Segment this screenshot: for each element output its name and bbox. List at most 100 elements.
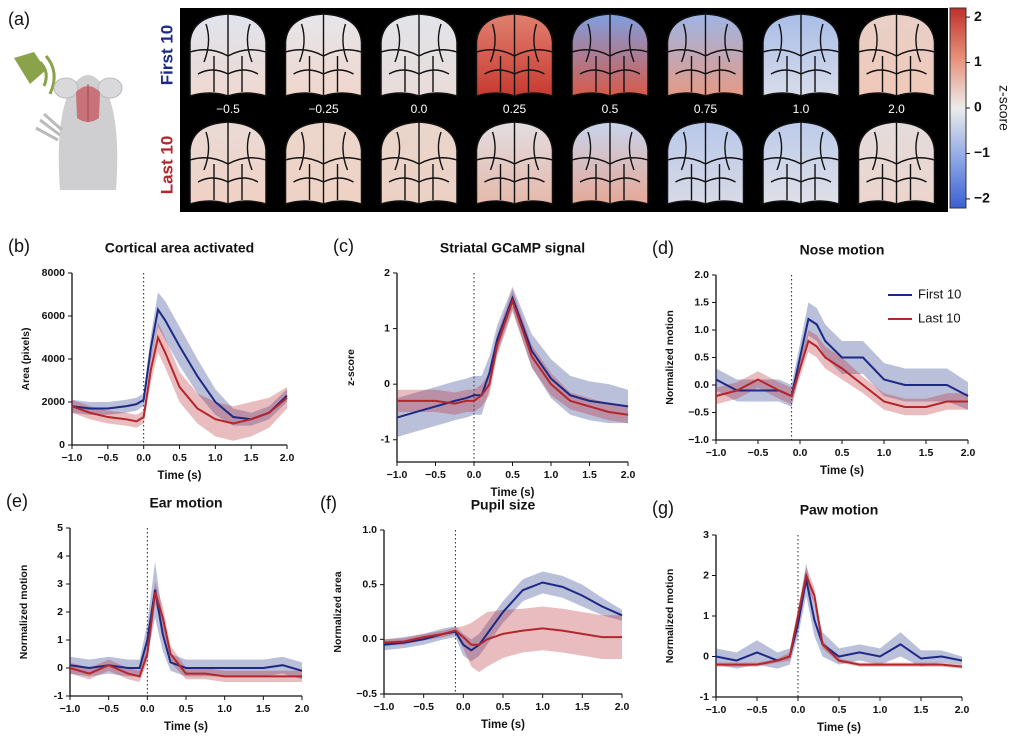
x-tick-label: −1.0 — [62, 452, 83, 464]
colorbar-tick-label: −2 — [974, 190, 990, 206]
y-tick-label: 1 — [384, 322, 390, 334]
x-tick-label: 0.0 — [456, 701, 471, 713]
x-tick-label: −0.5 — [98, 703, 119, 715]
legend-label: Last 10 — [918, 310, 961, 325]
x-tick-label: 0.0 — [467, 469, 482, 481]
brain-borders — [189, 122, 267, 204]
brain-map — [857, 121, 936, 206]
panel-label: (f) — [320, 493, 337, 513]
x-tick-label: −0.5 — [425, 469, 446, 481]
time-label: 2.0 — [888, 102, 905, 116]
series-line — [383, 581, 623, 652]
brain-map — [380, 121, 458, 206]
y-tick-label: 2000 — [42, 396, 66, 408]
x-tick-label: 2.0 — [961, 447, 976, 459]
x-tick-label: 0.5 — [172, 452, 187, 464]
y-tick-label: 1.5 — [694, 296, 709, 308]
brain-borders — [189, 14, 267, 96]
series-line — [715, 339, 968, 408]
x-tick-label: 1.5 — [582, 469, 597, 481]
x-tick-label: 2.0 — [955, 704, 970, 716]
brain-map — [475, 121, 554, 206]
colorbar-label: z-score — [996, 85, 1012, 131]
legend-label: First 10 — [918, 286, 961, 301]
y-tick-label: 5 — [57, 522, 63, 534]
y-tick-label: -1 — [700, 691, 709, 703]
y-axis-label: Normalized motion — [664, 569, 676, 664]
x-axis-label: Time (s) — [820, 465, 864, 477]
brain-map — [666, 13, 745, 98]
brain-map — [762, 121, 840, 206]
brain-borders — [380, 14, 458, 96]
chart-title: Cortical area activated — [105, 240, 254, 256]
x-tick-label: 0.5 — [832, 704, 847, 716]
colorbar-tick-label: 1 — [974, 53, 982, 69]
x-tick-label: −1.0 — [387, 469, 408, 481]
series-line — [715, 317, 969, 398]
x-tick-label: 0.0 — [140, 703, 155, 715]
row-label: First 10 — [157, 25, 176, 85]
y-tick-label: 0.0 — [694, 379, 709, 391]
x-tick-label: 1.5 — [919, 447, 934, 459]
x-tick-label: 2.0 — [621, 469, 636, 481]
y-tick-label: 0 — [384, 378, 390, 390]
brain-map — [475, 13, 554, 98]
time-label: −0.25 — [308, 102, 339, 116]
y-tick-label: −0.5 — [688, 406, 709, 418]
error-band — [384, 571, 622, 662]
brain-map — [762, 13, 840, 98]
x-axis-label: Time (s) — [481, 719, 525, 731]
panel-label: (c) — [333, 236, 354, 256]
y-tick-label: 1 — [703, 610, 709, 622]
x-tick-label: 0.5 — [505, 469, 520, 481]
brain-borders — [858, 122, 935, 204]
x-tick-label: 1.5 — [575, 701, 590, 713]
time-label: 0.75 — [694, 102, 718, 116]
brain-map — [380, 13, 458, 98]
brain-map — [571, 13, 649, 98]
time-label: 1.0 — [793, 102, 810, 116]
x-tick-label: −0.5 — [748, 447, 769, 459]
y-tick-label: 3 — [57, 578, 63, 590]
colorbar-tick-label: −1 — [974, 144, 990, 160]
chart-title: Paw motion — [800, 502, 879, 518]
y-axis-label: Normalized area — [332, 571, 344, 652]
x-tick-label: −1.0 — [60, 703, 81, 715]
brain-borders — [762, 122, 840, 204]
x-tick-label: 1.5 — [256, 703, 271, 715]
y-tick-label: −0.5 — [356, 688, 377, 700]
brain-borders — [858, 14, 935, 96]
y-tick-label: 4000 — [42, 353, 66, 365]
y-tick-label: 2 — [57, 606, 63, 618]
brain-map — [189, 13, 267, 98]
brain-map — [666, 121, 745, 206]
y-tick-label: 0 — [703, 650, 709, 662]
y-tick-label: 0.0 — [362, 633, 377, 645]
brain-borders — [571, 122, 649, 204]
series-line — [69, 589, 303, 672]
x-tick-label: 2.0 — [295, 703, 310, 715]
time-label: 0.25 — [503, 102, 527, 116]
y-tick-label: 2 — [384, 267, 390, 279]
y-tick-label: 3 — [703, 529, 709, 541]
chart-title: Ear motion — [149, 495, 222, 511]
x-tick-label: 0.5 — [496, 701, 511, 713]
y-tick-label: 0 — [57, 662, 63, 674]
x-axis-label: Time (s) — [158, 470, 202, 482]
y-axis-label: Normalized motion — [18, 565, 30, 660]
error-band — [397, 289, 628, 424]
x-tick-label: 1.0 — [217, 703, 232, 715]
y-axis-label: Normalized motion — [664, 310, 676, 405]
panel-label: (b) — [8, 236, 30, 256]
y-tick-label: -1 — [381, 434, 390, 446]
panel-label: (e) — [6, 491, 28, 511]
y-axis-label: z-score — [345, 349, 357, 386]
chart-title: Nose motion — [800, 242, 885, 258]
brain-borders — [285, 122, 362, 204]
series-line — [716, 572, 963, 668]
x-tick-label: 1.0 — [208, 452, 223, 464]
x-tick-label: 1.0 — [535, 701, 550, 713]
error-band — [716, 563, 962, 669]
x-tick-label: −0.5 — [747, 704, 768, 716]
